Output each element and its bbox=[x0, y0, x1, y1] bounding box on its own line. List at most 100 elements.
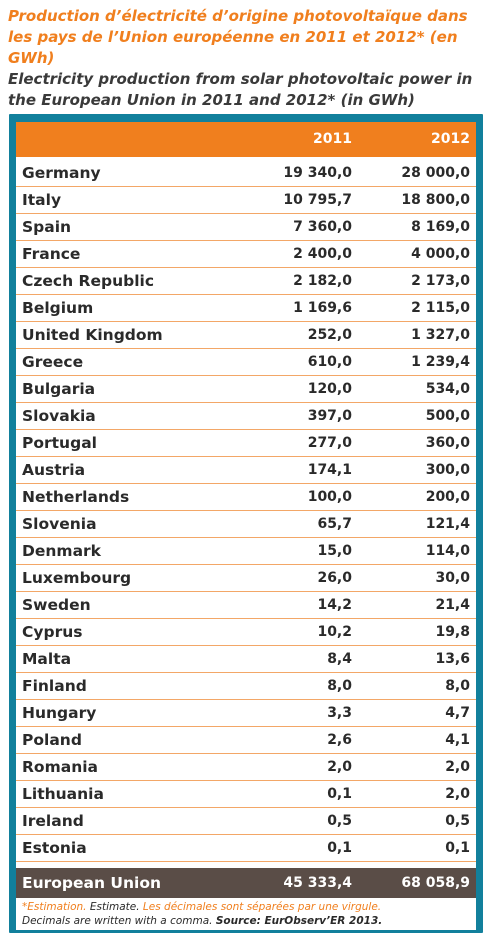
value-2012: 30,0 bbox=[435, 570, 470, 586]
table-row: Bulgaria 120,0 534,0 bbox=[16, 376, 476, 403]
column-header-2011: 2011 bbox=[313, 131, 352, 147]
country-name: Denmark bbox=[22, 542, 101, 560]
table-row: Ireland 0,5 0,5 bbox=[16, 808, 476, 835]
value-2011: 8,4 bbox=[327, 651, 352, 667]
table-body: Germany 19 340,0 28 000,0 Italy 10 795,7 18 8… bbox=[16, 160, 476, 862]
value-2011: 100,0 bbox=[307, 489, 352, 505]
table-row: Italy 10 795,7 18 800,0 bbox=[16, 187, 476, 214]
country-name: Slovakia bbox=[22, 407, 96, 425]
column-header-2012: 2012 bbox=[431, 131, 470, 147]
country-name: Romania bbox=[22, 758, 99, 776]
value-2012: 1 239,4 bbox=[411, 354, 470, 370]
country-name: Malta bbox=[22, 650, 72, 668]
value-2012: 534,0 bbox=[425, 381, 470, 397]
country-name: United Kingdom bbox=[22, 326, 163, 344]
footnote-estimation-fr: *Estimation. bbox=[22, 901, 87, 913]
table-row: Spain 7 360,0 8 169,0 bbox=[16, 214, 476, 241]
value-2012: 0,1 bbox=[445, 840, 470, 856]
value-2011: 8,0 bbox=[327, 678, 352, 694]
value-2012: 4 000,0 bbox=[411, 246, 470, 262]
value-2011: 26,0 bbox=[317, 570, 352, 586]
value-2012: 8,0 bbox=[445, 678, 470, 694]
table-row: Greece 610,0 1 239,4 bbox=[16, 349, 476, 376]
table-row: Slovenia 65,7 121,4 bbox=[16, 511, 476, 538]
value-2011: 3,3 bbox=[327, 705, 352, 721]
value-2012: 300,0 bbox=[425, 462, 470, 478]
table-row: Malta 8,4 13,6 bbox=[16, 646, 476, 673]
table-row: Cyprus 10,2 19,8 bbox=[16, 619, 476, 646]
table-row: Slovakia 397,0 500,0 bbox=[16, 403, 476, 430]
footnote-decimals-en: Decimals are written with a comma. bbox=[22, 915, 213, 927]
country-name: Greece bbox=[22, 353, 84, 371]
title-french: Production d’électricité d’origine photo… bbox=[8, 7, 468, 67]
table-row: Netherlands 100,0 200,0 bbox=[16, 484, 476, 511]
value-2012: 19,8 bbox=[435, 624, 470, 640]
table-row: United Kingdom 252,0 1 327,0 bbox=[16, 322, 476, 349]
table-row: Czech Republic 2 182,0 2 173,0 bbox=[16, 268, 476, 295]
country-name: Netherlands bbox=[22, 488, 130, 506]
country-name: Belgium bbox=[22, 299, 94, 317]
value-2011: 7 360,0 bbox=[293, 219, 352, 235]
value-2012: 13,6 bbox=[435, 651, 470, 667]
value-2011: 252,0 bbox=[307, 327, 352, 343]
value-2011: 15,0 bbox=[317, 543, 352, 559]
table-row: France 2 400,0 4 000,0 bbox=[16, 241, 476, 268]
table-row: Austria 174,1 300,0 bbox=[16, 457, 476, 484]
country-name: Luxembourg bbox=[22, 569, 132, 587]
table-frame: 2011 2012 Germany 19 340,0 28 000,0 Italy 10… bbox=[9, 114, 483, 933]
value-2012: 2 115,0 bbox=[411, 300, 470, 316]
country-name: Germany bbox=[22, 164, 101, 182]
country-name: Hungary bbox=[22, 704, 97, 722]
value-2011: 120,0 bbox=[307, 381, 352, 397]
value-2012: 18 800,0 bbox=[401, 192, 470, 208]
country-name: Estonia bbox=[22, 839, 87, 857]
footnote-estimation-en: Estimate. bbox=[89, 901, 140, 913]
table-row: Romania 2,0 2,0 bbox=[16, 754, 476, 781]
table-row: Lithuania 0,1 2,0 bbox=[16, 781, 476, 808]
value-2011: 14,2 bbox=[317, 597, 352, 613]
value-2011: 65,7 bbox=[317, 516, 352, 532]
country-name: Italy bbox=[22, 191, 62, 209]
footnote-decimals-fr: Les décimales sont séparées par une virg… bbox=[142, 901, 382, 913]
value-2012: 21,4 bbox=[435, 597, 470, 613]
table-row: Finland 8,0 8,0 bbox=[16, 673, 476, 700]
table-row: Hungary 3,3 4,7 bbox=[16, 700, 476, 727]
table-row: Denmark 15,0 114,0 bbox=[16, 538, 476, 565]
value-2011: 277,0 bbox=[307, 435, 352, 451]
value-2011: 2,0 bbox=[327, 759, 352, 775]
country-name: Poland bbox=[22, 731, 82, 749]
value-2012: 360,0 bbox=[425, 435, 470, 451]
value-2011: 0,5 bbox=[327, 813, 352, 829]
value-2012: 2 173,0 bbox=[411, 273, 470, 289]
value-2012: 121,4 bbox=[425, 516, 470, 532]
value-2011: 174,1 bbox=[307, 462, 352, 478]
value-2011: 10,2 bbox=[317, 624, 352, 640]
country-name: France bbox=[22, 245, 81, 263]
country-name: Spain bbox=[22, 218, 72, 236]
total-2012: 68 058,9 bbox=[401, 875, 470, 891]
country-name: Austria bbox=[22, 461, 86, 479]
value-2011: 2 400,0 bbox=[293, 246, 352, 262]
country-name: Finland bbox=[22, 677, 87, 695]
table-panel: 2011 2012 Germany 19 340,0 28 000,0 Italy 10… bbox=[16, 122, 476, 930]
table-row: Germany 19 340,0 28 000,0 bbox=[16, 160, 476, 187]
table-row: Poland 2,6 4,1 bbox=[16, 727, 476, 754]
country-name: Bulgaria bbox=[22, 380, 96, 398]
table-row: Estonia 0,1 0,1 bbox=[16, 835, 476, 862]
table-row: Portugal 277,0 360,0 bbox=[16, 430, 476, 457]
value-2012: 0,5 bbox=[445, 813, 470, 829]
country-name: Slovenia bbox=[22, 515, 97, 533]
value-2012: 2,0 bbox=[445, 786, 470, 802]
country-name: Portugal bbox=[22, 434, 97, 452]
value-2011: 2 182,0 bbox=[293, 273, 352, 289]
value-2011: 0,1 bbox=[327, 786, 352, 802]
value-2011: 0,1 bbox=[327, 840, 352, 856]
value-2011: 610,0 bbox=[307, 354, 352, 370]
titles: Production d’électricité d’origine photo… bbox=[8, 6, 493, 111]
table-header: 2011 2012 bbox=[16, 122, 476, 157]
value-2011: 19 340,0 bbox=[283, 165, 352, 181]
table-row: Belgium 1 169,6 2 115,0 bbox=[16, 295, 476, 322]
value-2011: 10 795,7 bbox=[283, 192, 352, 208]
country-name: Sweden bbox=[22, 596, 91, 614]
title-english: Electricity production from solar photov… bbox=[8, 70, 473, 109]
